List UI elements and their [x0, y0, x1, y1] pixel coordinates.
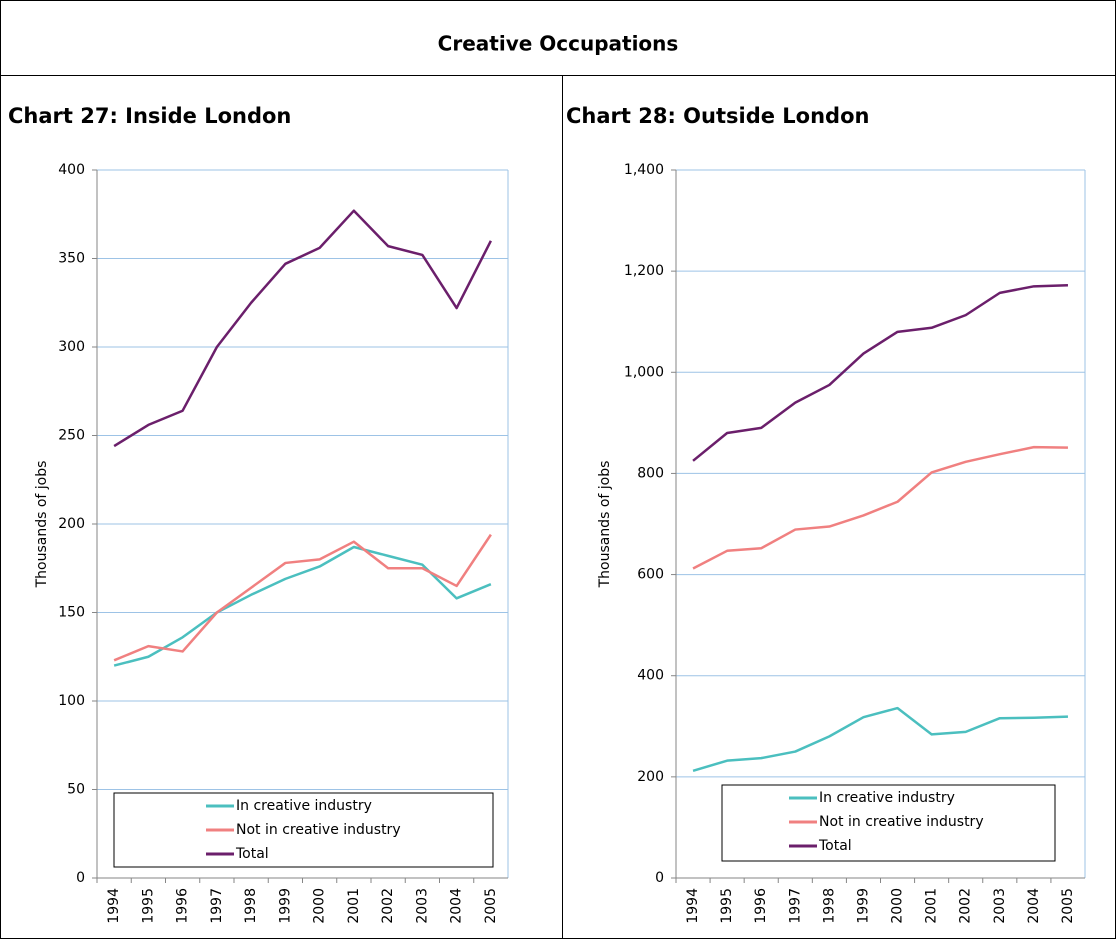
- chart-title: Chart 27: Inside London: [8, 104, 291, 128]
- series-line: [692, 445, 1068, 570]
- x-tick-label: 1999: [855, 888, 871, 924]
- y-tick-label: 0: [655, 870, 664, 886]
- series-line: [113, 545, 492, 667]
- y-tick-label: 150: [58, 605, 85, 621]
- y-tick-label: 350: [58, 251, 85, 267]
- legend-box: [721, 784, 1056, 862]
- legend-label: In creative industry: [236, 798, 372, 814]
- x-tick-label: 1996: [753, 888, 769, 924]
- x-tick-label: 1999: [277, 888, 293, 924]
- series-line: [113, 209, 492, 448]
- chart-title: Chart 28: Outside London: [566, 104, 869, 128]
- y-tick-label: 200: [637, 769, 664, 785]
- y-tick-label: 0: [76, 870, 85, 886]
- x-tick-label: 2003: [992, 888, 1008, 924]
- x-tick-label: 1998: [821, 888, 837, 924]
- x-tick-label: 1998: [243, 888, 259, 924]
- y-tick-label: 400: [58, 162, 85, 178]
- x-tick-label: 1994: [685, 888, 701, 924]
- legend-box: [113, 792, 494, 868]
- legend-label: Total: [818, 838, 852, 854]
- y-tick-label: 200: [58, 516, 85, 532]
- legend-label: Total: [235, 846, 269, 862]
- y-axis-label: Thousands of jobs: [34, 461, 50, 589]
- x-tick-label: 2001: [346, 888, 362, 924]
- x-tick-label: 1995: [140, 888, 156, 924]
- x-tick-label: 2004: [1026, 888, 1042, 924]
- x-tick-label: 2000: [312, 888, 328, 924]
- y-tick-label: 250: [58, 428, 85, 444]
- x-tick-label: 1995: [719, 888, 735, 924]
- x-tick-label: 2005: [1060, 888, 1076, 924]
- x-tick-label: 2001: [924, 888, 940, 924]
- y-tick-label: 400: [637, 668, 664, 684]
- x-tick-label: 2000: [890, 888, 906, 924]
- legend-label: Not in creative industry: [819, 814, 984, 830]
- header-title: Creative Occupations: [438, 32, 679, 56]
- x-tick-label: 1997: [209, 888, 225, 924]
- y-tick-label: 1,200: [624, 263, 664, 279]
- x-tick-label: 2004: [449, 888, 465, 924]
- y-tick-label: 50: [67, 782, 85, 798]
- y-tick-label: 1,000: [624, 364, 664, 380]
- x-tick-label: 1994: [106, 888, 122, 924]
- y-tick-label: 300: [58, 339, 85, 355]
- legend-label: Not in creative industry: [236, 822, 401, 838]
- y-axis-label: Thousands of jobs: [597, 461, 613, 589]
- x-tick-label: 2002: [958, 888, 974, 924]
- y-tick-label: 1,400: [624, 162, 664, 178]
- x-tick-label: 1996: [175, 888, 191, 924]
- y-tick-label: 800: [637, 465, 664, 481]
- x-tick-label: 2005: [483, 888, 499, 924]
- series-line: [692, 284, 1068, 462]
- y-tick-label: 600: [637, 567, 664, 583]
- legend-label: In creative industry: [819, 790, 955, 806]
- series-line: [113, 533, 492, 662]
- x-tick-label: 2002: [380, 888, 396, 924]
- y-tick-label: 100: [58, 693, 85, 709]
- x-tick-label: 1997: [787, 888, 803, 924]
- series-line: [692, 706, 1068, 772]
- x-tick-label: 2003: [414, 888, 430, 924]
